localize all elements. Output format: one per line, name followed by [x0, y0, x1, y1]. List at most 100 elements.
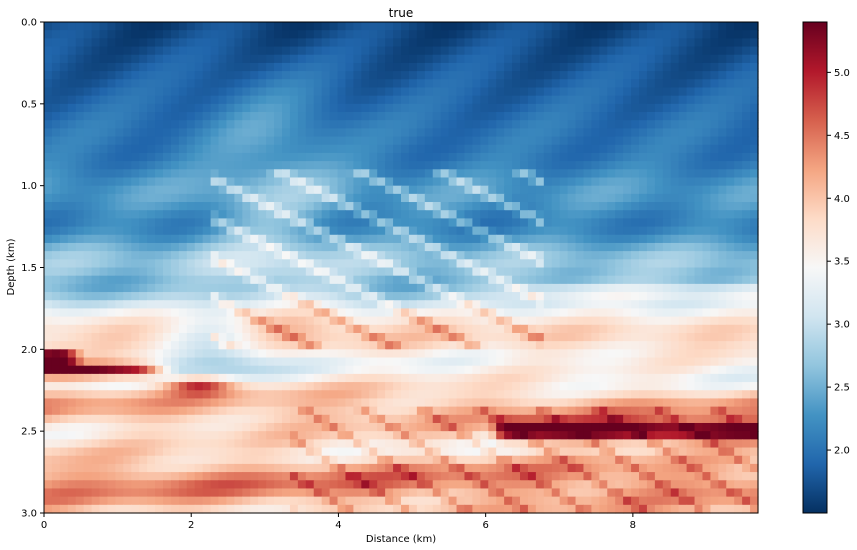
heatmap-cell — [750, 210, 759, 219]
heatmap-cell — [385, 161, 394, 170]
heatmap-cell — [51, 463, 61, 473]
heatmap-cell — [59, 103, 69, 113]
heatmap-cell — [512, 251, 521, 260]
heatmap-cell — [662, 38, 672, 48]
heatmap-cell — [535, 251, 545, 260]
heatmap-cell — [670, 136, 680, 146]
heatmap-cell — [654, 422, 664, 432]
heatmap-cell — [559, 202, 569, 211]
heatmap-cell — [59, 71, 69, 80]
heatmap-cell — [678, 390, 688, 400]
heatmap-cell — [432, 382, 442, 391]
heatmap-cell — [432, 431, 442, 440]
heatmap-cell — [329, 463, 339, 473]
heatmap-cell — [107, 300, 116, 310]
heatmap-cell — [742, 169, 751, 179]
heatmap-cell — [726, 373, 735, 383]
heatmap-cell — [734, 120, 743, 129]
heatmap-cell — [305, 275, 315, 285]
heatmap-cell — [250, 22, 259, 31]
heatmap-cell — [520, 95, 529, 105]
heatmap-cell — [258, 422, 267, 432]
heatmap-cell — [147, 365, 156, 375]
heatmap-cell — [512, 54, 521, 64]
heatmap-cell — [599, 259, 608, 269]
heatmap-cell — [242, 210, 251, 219]
heatmap-cell — [464, 218, 473, 228]
heatmap-cell — [305, 431, 315, 440]
heatmap-cell — [59, 54, 69, 64]
heatmap-cell — [377, 202, 386, 211]
heatmap-cell — [266, 259, 275, 269]
heatmap-cell — [242, 406, 251, 416]
heatmap-cell — [163, 38, 172, 48]
heatmap-cell — [551, 210, 561, 219]
heatmap-cell — [750, 406, 759, 416]
heatmap-cell — [694, 136, 704, 146]
heatmap-cell — [59, 128, 69, 138]
heatmap-cell — [313, 169, 323, 179]
heatmap-cell — [83, 234, 93, 244]
heatmap-cell — [353, 185, 362, 195]
heatmap-cell — [218, 226, 228, 236]
heatmap-cell — [432, 103, 442, 113]
heatmap-cell — [718, 38, 727, 48]
heatmap-cell — [639, 22, 648, 31]
heatmap-cell — [297, 242, 307, 252]
heatmap-cell — [742, 193, 751, 203]
heatmap-cell — [44, 210, 53, 219]
heatmap-cell — [543, 447, 553, 457]
heatmap-cell — [440, 332, 450, 342]
heatmap-cell — [694, 332, 704, 342]
heatmap-cell — [131, 365, 140, 375]
heatmap-cell — [607, 259, 616, 269]
heatmap-cell — [345, 324, 354, 334]
heatmap-cell — [440, 308, 450, 318]
heatmap-cell — [432, 87, 442, 97]
heatmap-cell — [567, 300, 577, 310]
heatmap-cell — [702, 324, 711, 334]
heatmap-cell — [369, 95, 378, 105]
heatmap-cell — [377, 87, 386, 97]
heatmap-cell — [313, 87, 323, 97]
heatmap-cell — [702, 398, 711, 408]
heatmap-cell — [583, 103, 592, 113]
heatmap-cell — [170, 251, 180, 260]
heatmap-cell — [464, 447, 473, 457]
heatmap-cell — [448, 292, 458, 301]
heatmap-cell — [670, 292, 680, 301]
heatmap-cell — [178, 54, 188, 64]
heatmap-cell — [504, 242, 513, 252]
heatmap-cell — [750, 455, 759, 465]
heatmap-cell — [361, 308, 370, 318]
heatmap-cell — [512, 382, 521, 391]
heatmap-cell — [567, 226, 577, 236]
heatmap-cell — [282, 144, 291, 154]
heatmap-cell — [385, 267, 394, 277]
heatmap-cell — [535, 439, 545, 449]
heatmap-cell — [75, 202, 85, 211]
heatmap-cell — [75, 373, 85, 383]
heatmap-cell — [234, 398, 243, 408]
heatmap-cell — [186, 324, 196, 334]
heatmap-cell — [297, 332, 307, 342]
heatmap-cell — [67, 202, 77, 211]
heatmap-cell — [401, 95, 410, 105]
heatmap-cell — [639, 202, 648, 211]
heatmap-cell — [456, 177, 466, 187]
heatmap-cell — [670, 234, 680, 244]
heatmap-cell — [353, 242, 362, 252]
heatmap-cell — [155, 22, 164, 31]
heatmap-cell — [353, 120, 362, 129]
heatmap-cell — [527, 398, 537, 408]
heatmap-cell — [242, 472, 251, 481]
heatmap-cell — [742, 103, 751, 113]
heatmap-cell — [567, 218, 577, 228]
heatmap-cell — [448, 463, 458, 473]
heatmap-cell — [83, 316, 93, 326]
heatmap-cell — [678, 455, 688, 465]
heatmap-cell — [210, 357, 220, 367]
heatmap-cell — [575, 300, 585, 310]
heatmap-cell — [520, 283, 529, 293]
heatmap-cell — [369, 226, 378, 236]
